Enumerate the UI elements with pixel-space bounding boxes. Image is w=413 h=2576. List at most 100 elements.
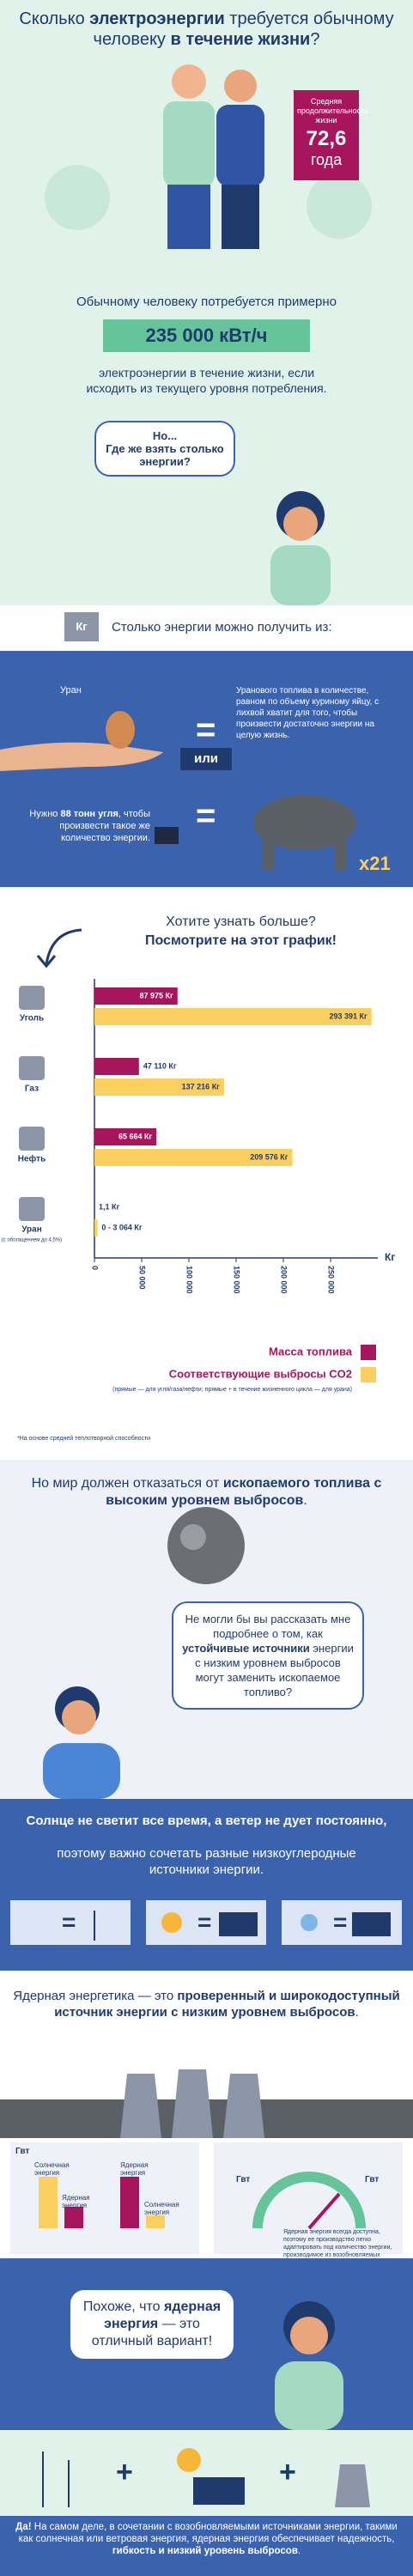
icon-circle xyxy=(45,165,110,230)
woman-head xyxy=(283,507,318,541)
bubble-text: — это отличный вариант! xyxy=(91,2317,213,2348)
bubble-text: Похоже, что xyxy=(82,2300,164,2314)
hand xyxy=(0,742,163,771)
category-icon xyxy=(19,1197,45,1221)
heading-text: Но мир должен отказаться от xyxy=(31,1476,223,1491)
mix-band: Солнце не светит все время, а ветер не д… xyxy=(0,1799,413,1971)
coal-text-bold: 88 тонн угля xyxy=(60,809,118,819)
chart: 0 50 000 100 000 150 000 200 000 250 000 Кг Уго… xyxy=(2,979,395,1442)
lifespan-unit: года xyxy=(310,151,343,168)
elephant-leg xyxy=(335,835,347,870)
solar-panel xyxy=(219,1912,258,1936)
arrow xyxy=(36,928,82,969)
man-head xyxy=(62,1700,96,1735)
cooling-tower xyxy=(223,2074,264,2138)
bar xyxy=(94,1149,293,1166)
gauge xyxy=(252,2172,366,2229)
category-label: Уголь xyxy=(20,1014,44,1024)
category-note: (с обогащением до 4,5%) xyxy=(2,1238,62,1243)
person-body xyxy=(216,105,264,186)
mix-bold: Солнце не светит все время, а ветер не д… xyxy=(26,1814,387,1828)
legend-swatch xyxy=(361,1345,376,1360)
value-label: 0 - 3 064 Кг xyxy=(101,1223,143,1231)
title-bold: в течение жизни xyxy=(170,30,311,49)
lifespan-value: 72,6 xyxy=(306,127,347,150)
person-head xyxy=(172,64,206,99)
sun xyxy=(161,1912,182,1933)
coal-image xyxy=(167,1507,245,1584)
person-legs xyxy=(167,185,210,249)
value-label: 47 110 Кг xyxy=(143,1061,177,1070)
value-label: 209 576 Кг xyxy=(250,1152,288,1161)
icon-circle xyxy=(307,173,372,239)
equals-sign: = xyxy=(196,711,216,749)
conclusion-bold: Да! xyxy=(15,2522,32,2532)
bar xyxy=(94,1008,372,1025)
x-tick-label: 100 000 xyxy=(185,1266,194,1294)
hero-illustration xyxy=(45,64,372,605)
person-head xyxy=(224,70,257,102)
equals-sign: = xyxy=(196,797,216,835)
coal-text-part: Нужно xyxy=(29,809,61,819)
uranium-text: Уранового топлива в количестве, равном п… xyxy=(236,686,380,740)
chart-section: Хотите узнать больше? Посмотрите на этот… xyxy=(0,906,413,1460)
bar-label: Солнечная энергия xyxy=(34,2161,70,2177)
sources-heading-row: Кг Столько энергии можно получить из: xyxy=(0,605,413,648)
woman-body xyxy=(275,2361,343,2430)
unit-label: Гвт xyxy=(15,2147,30,2156)
woman-body xyxy=(270,545,331,605)
mix-icons xyxy=(10,1900,402,1945)
bubble-text: Где же взять столько энергии? xyxy=(106,442,224,468)
need-intro: Обычному человеку потребуется примерно xyxy=(76,295,337,309)
conclusion-text: Да! На самом деле, в сочетании с возобно… xyxy=(9,2521,404,2557)
sun xyxy=(177,2448,201,2472)
x-tick-label: 250 000 xyxy=(327,1266,336,1294)
coal-detail xyxy=(180,1524,206,1550)
bubble-text: Но... xyxy=(152,429,178,442)
person-body xyxy=(163,101,215,187)
uranium-label: Уран xyxy=(60,685,82,696)
bar xyxy=(94,987,178,1005)
speech-bubble: Но... Где же взять столько энергии? xyxy=(94,421,235,477)
elephant xyxy=(253,795,356,850)
value-label: 87 975 Кг xyxy=(139,991,173,999)
lifespan-box: Средняя продолжительность жизни 72,6 год… xyxy=(294,90,368,180)
bubble-text: энергии с низким уровнем выбросов могут … xyxy=(195,1642,354,1698)
category-icon xyxy=(19,1127,45,1151)
x-tick-label: 50 000 xyxy=(138,1266,147,1290)
heading-text: Ядерная энергетика — это xyxy=(13,1989,178,2003)
equals-sign: = xyxy=(197,1909,212,1935)
illustration-bar xyxy=(39,2177,58,2228)
bar-label: Солнечная энергия xyxy=(144,2201,179,2216)
man-body xyxy=(43,1743,120,1799)
panel xyxy=(214,2142,403,2254)
cooling-tower xyxy=(172,2069,213,2138)
bar xyxy=(94,1078,224,1096)
conclusion-bold: гибкость и низкий уровень выбросов xyxy=(112,2546,298,2556)
solar-panel xyxy=(193,2477,245,2505)
fossil-heading: Но мир должен отказаться от ископаемого … xyxy=(17,1475,396,1510)
value-label: 65 664 Кг xyxy=(118,1132,153,1140)
illustration-bar xyxy=(146,2215,165,2228)
weight-icon: Кг xyxy=(64,612,99,641)
x-tick-label: 150 000 xyxy=(233,1266,241,1294)
equals-sign: = xyxy=(62,1909,76,1935)
value-label: 137 216 Кг xyxy=(182,1082,221,1091)
bubble-text: Не могли бы вы рассказать мне подробнее … xyxy=(185,1613,351,1640)
category-label: Нефть xyxy=(18,1154,46,1164)
person-legs xyxy=(222,185,259,249)
category-label: Уран xyxy=(21,1225,42,1235)
heading-text: . xyxy=(303,1493,307,1508)
need-amount: 235 000 кВт/ч xyxy=(103,319,310,352)
arrow-path xyxy=(36,928,82,969)
water xyxy=(301,1914,318,1931)
fossil-illustration xyxy=(43,1507,245,1799)
woman-head xyxy=(290,2317,328,2354)
lifespan-label: Средняя продолжительность жизни xyxy=(297,97,368,125)
bar-label: Ядерная энергия xyxy=(120,2161,149,2177)
sources-band: Уран = Уранового топлива в количестве, р… xyxy=(0,651,413,887)
heading-text: . xyxy=(355,2005,359,2020)
nuclear-section: Ядерная энергетика — это проверенный и ш… xyxy=(0,1971,413,2266)
sources-icons xyxy=(42,2448,370,2507)
